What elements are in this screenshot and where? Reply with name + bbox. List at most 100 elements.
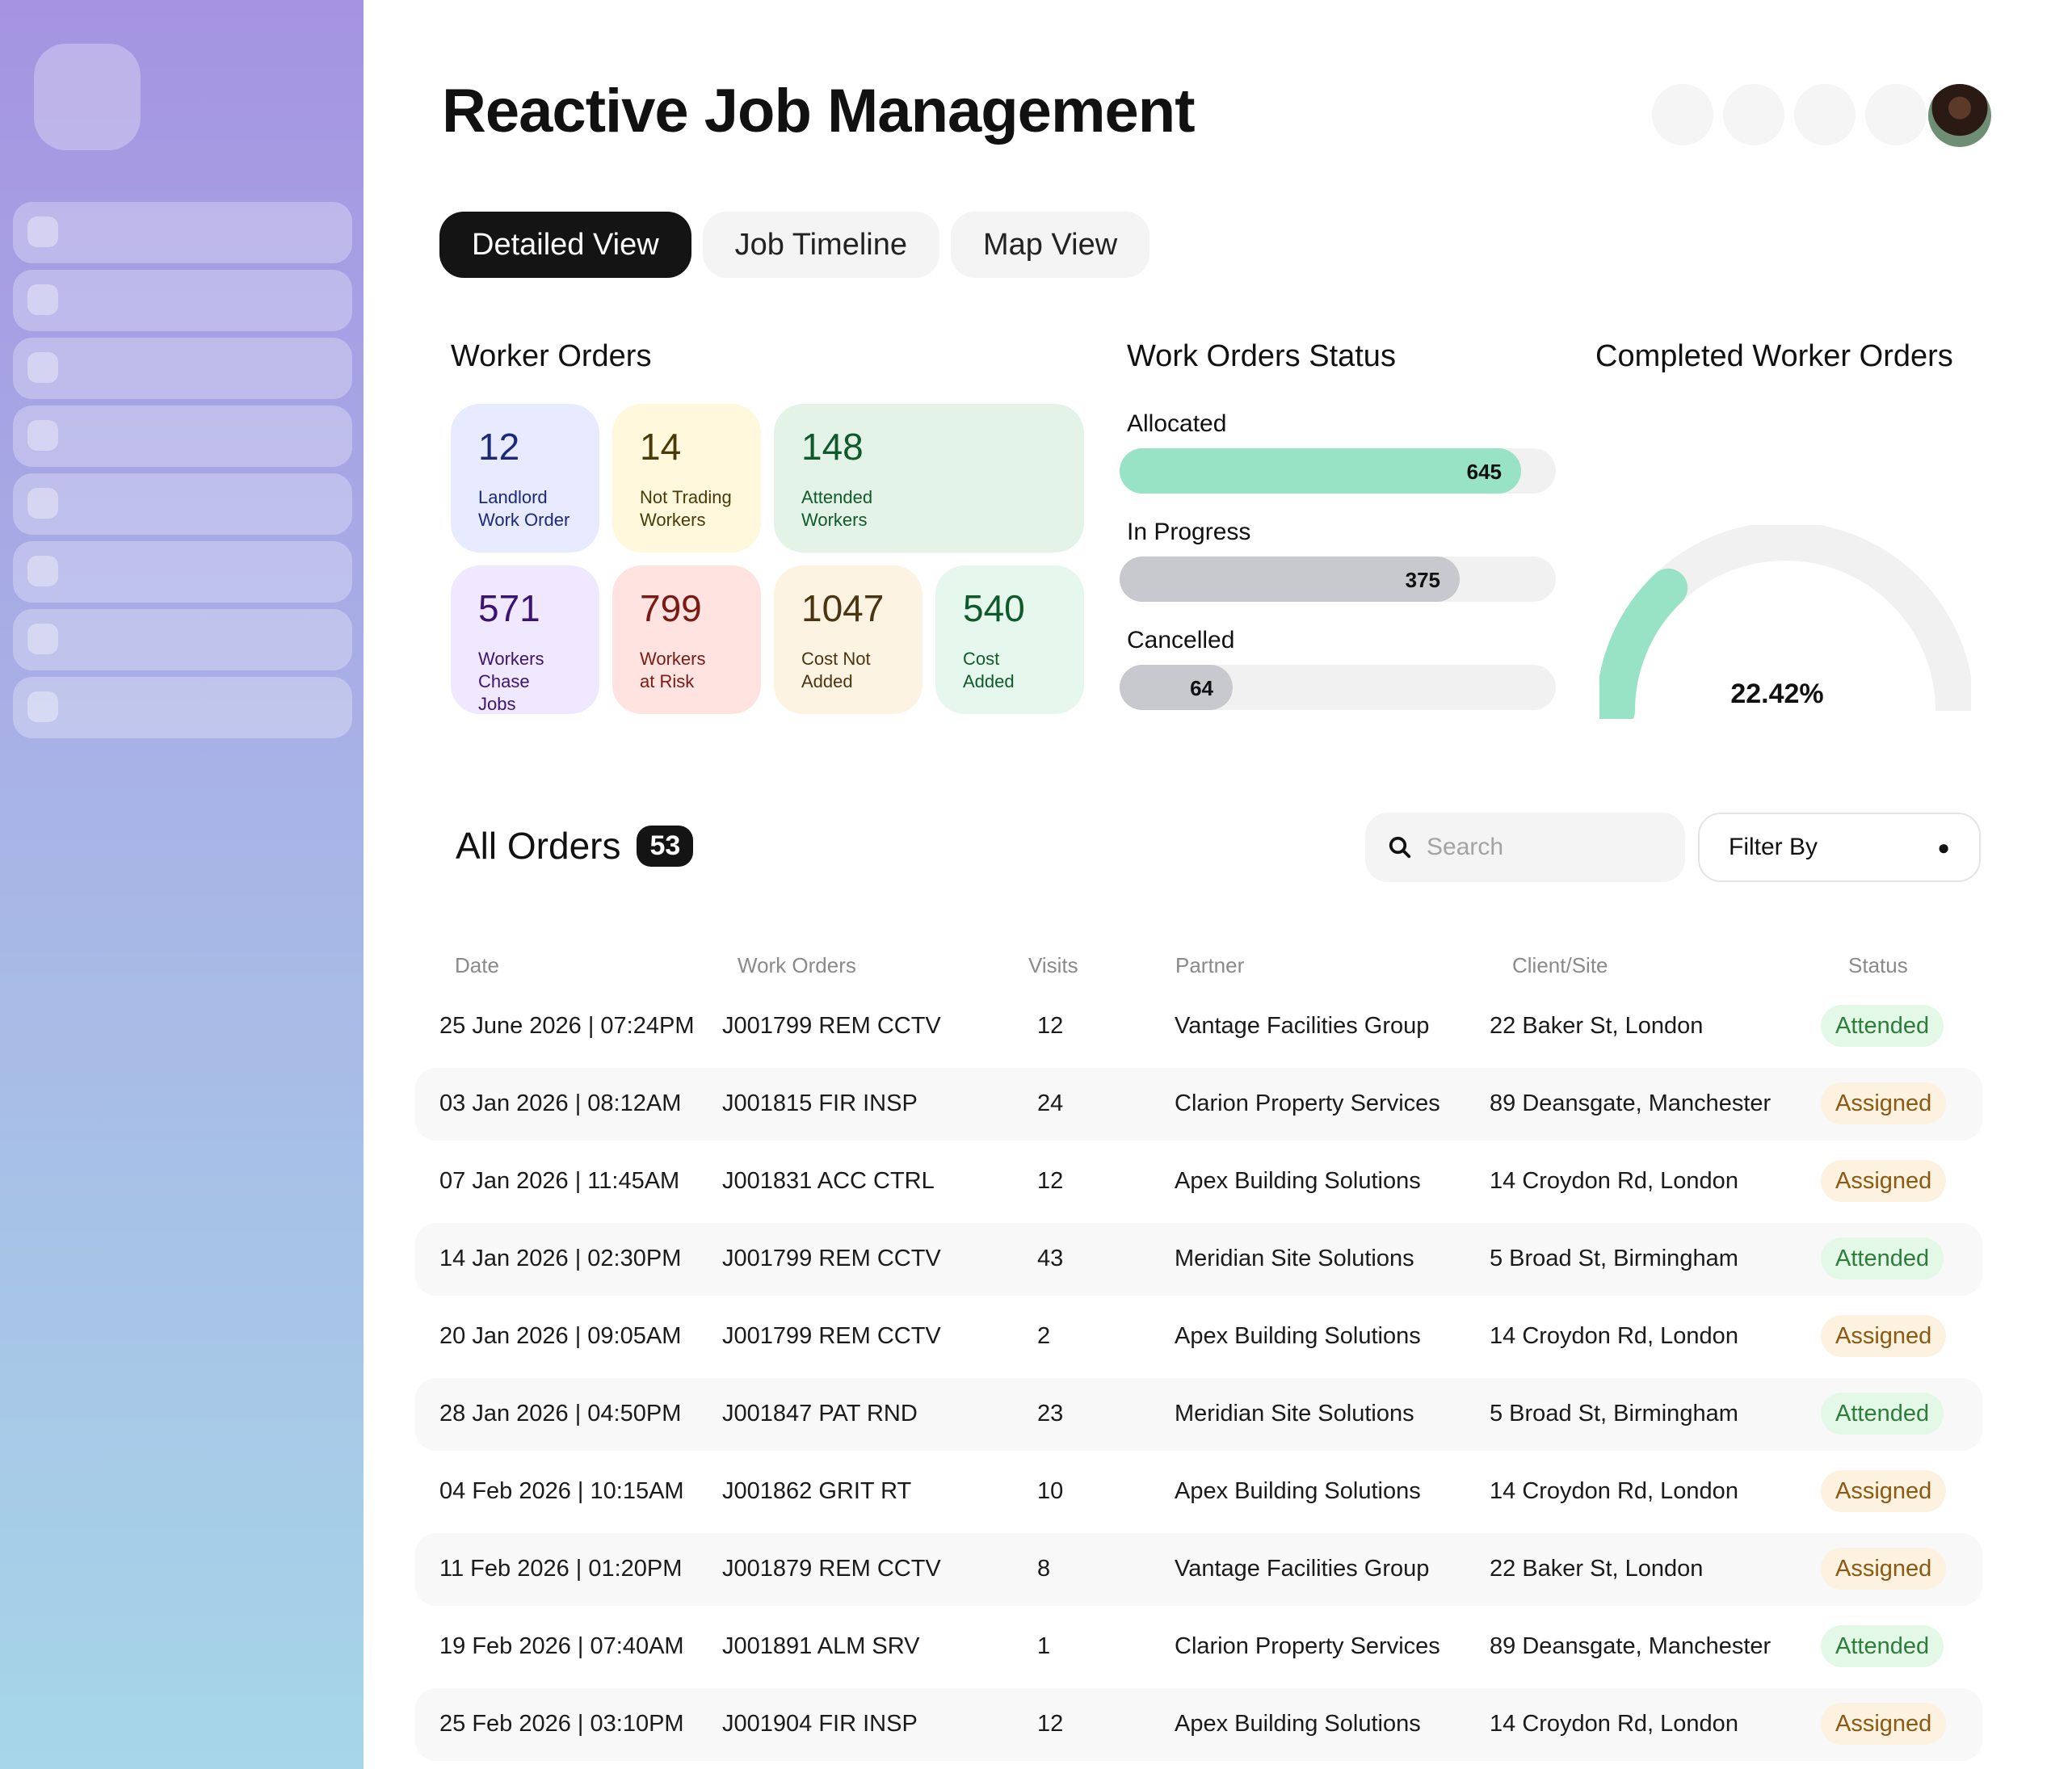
cell-client-site: 14 Croydon Rd, London	[1490, 1478, 1738, 1504]
sidebar-item-8[interactable]	[13, 677, 352, 738]
cell-date: 25 June 2026 | 07:24PM	[439, 1013, 695, 1039]
stat-label: Attended Workers	[801, 487, 873, 530]
cell-date: 20 Jan 2026 | 09:05AM	[439, 1323, 682, 1349]
cell-visits: 23	[1037, 1401, 1064, 1427]
status-badge: Assigned	[1821, 1082, 1947, 1124]
completion-gauge	[1599, 525, 1971, 719]
cell-client-site: 22 Baker St, London	[1490, 1013, 1704, 1039]
cell-date: 04 Feb 2026 | 10:15AM	[439, 1478, 684, 1504]
cell-visits: 8	[1037, 1556, 1051, 1582]
cell-partner: Clarion Property Services	[1175, 1090, 1440, 1116]
cell-client-site: 5 Broad St, Birmingham	[1490, 1246, 1738, 1271]
notification-icon[interactable]	[1652, 84, 1713, 145]
status-badge: Assigned	[1821, 1315, 1947, 1357]
stat-label: Cost Added	[963, 649, 1015, 691]
cell-date: 19 Feb 2026 | 07:40AM	[439, 1633, 684, 1659]
cell-visits: 12	[1037, 1013, 1064, 1039]
search-input[interactable]: Search	[1365, 813, 1685, 882]
stat-card-not-trading-workers[interactable]: 14 Not Trading Workers	[612, 404, 761, 553]
nav-icon	[27, 284, 58, 315]
table-row[interactable]: 20 Jan 2026 | 09:05AM J001799 REM CCTV 2 Ap…	[415, 1300, 1982, 1373]
stat-card-attended-workers[interactable]: 148 Attended Workers	[774, 404, 1084, 553]
stat-card-workers-chase-jobs[interactable]: 571 Workers Chase Jobs	[451, 565, 599, 714]
stat-value: 799	[640, 587, 702, 629]
cell-visits: 12	[1037, 1168, 1064, 1194]
stat-value: 540	[963, 587, 1025, 629]
avatar[interactable]	[1928, 84, 1991, 147]
nav-icon	[27, 488, 58, 519]
cell-date: 07 Jan 2026 | 11:45AM	[439, 1168, 680, 1194]
cell-partner: Apex Building Solutions	[1175, 1168, 1421, 1194]
tab-map-view[interactable]: Map View	[950, 212, 1150, 278]
filter-dropdown[interactable]: Filter By ●	[1698, 813, 1981, 882]
completion-percent: 22.42%	[1730, 679, 1824, 709]
table-row[interactable]: 19 Feb 2026 | 07:40AM J001891 ALM SRV 1 Cla…	[415, 1611, 1982, 1683]
cell-partner: Vantage Facilities Group	[1175, 1556, 1430, 1582]
column-header-partner[interactable]: Partner	[1175, 953, 1245, 977]
status-bar-track: 375	[1120, 557, 1556, 602]
cell-client-site: 89 Deansgate, Manchester	[1490, 1633, 1771, 1659]
status-bar-fill: 64	[1120, 665, 1233, 710]
table-row[interactable]: 14 Jan 2026 | 02:30PM J001799 REM CCTV 43 M…	[415, 1223, 1982, 1296]
stat-card-cost-not-added[interactable]: 1047 Cost Not Added	[774, 565, 923, 714]
cell-partner: Clarion Property Services	[1175, 1633, 1440, 1659]
sidebar-item-3[interactable]	[13, 338, 352, 399]
cell-date: 28 Jan 2026 | 04:50PM	[439, 1401, 682, 1427]
stat-card-landlord-work-order[interactable]: 12 Landlord Work Order	[451, 404, 599, 553]
cell-work-order: J001815 FIR INSP	[722, 1090, 918, 1116]
stat-card-cost-added[interactable]: 540 Cost Added	[935, 565, 1084, 714]
status-badge: Assigned	[1821, 1470, 1947, 1512]
cell-client-site: 14 Croydon Rd, London	[1490, 1168, 1738, 1194]
status-badge: Assigned	[1821, 1703, 1947, 1745]
status-badge: Attended	[1821, 1237, 1944, 1279]
cell-work-order: J001891 ALM SRV	[722, 1633, 920, 1659]
cell-work-order: J001799 REM CCTV	[722, 1323, 941, 1349]
settings-icon[interactable]	[1865, 84, 1927, 145]
work-orders-status-title: Work Orders Status	[1127, 339, 1396, 373]
cell-work-order: J001862 GRIT RT	[722, 1478, 912, 1504]
stat-label: Not Trading Workers	[640, 487, 732, 530]
status-badge: Assigned	[1821, 1160, 1947, 1202]
column-header-work-orders[interactable]: Work Orders	[738, 953, 856, 977]
stat-card-workers-at-risk[interactable]: 799 Workers at Risk	[612, 565, 761, 714]
table-row[interactable]: 04 Feb 2026 | 10:15AM J001862 GRIT RT 10 Ap…	[415, 1456, 1982, 1528]
view-tabs: Detailed View Job Timeline Map View	[439, 212, 1150, 278]
table-row[interactable]: 03 Jan 2026 | 08:12AM J001815 FIR INSP 24 C…	[415, 1068, 1982, 1141]
sidebar-item-5[interactable]	[13, 473, 352, 535]
table-row[interactable]: 11 Feb 2026 | 01:20PM J001879 REM CCTV 8 Va…	[415, 1533, 1982, 1606]
column-header-visits[interactable]: Visits	[1028, 953, 1078, 977]
sidebar-item-6[interactable]	[13, 541, 352, 603]
stat-value: 148	[801, 426, 864, 468]
all-orders-header: All Orders 53	[456, 824, 694, 868]
stat-value: 14	[640, 426, 682, 468]
cell-visits: 12	[1037, 1711, 1064, 1737]
column-header-date[interactable]: Date	[455, 953, 499, 977]
stat-value: 571	[478, 587, 540, 629]
table-row[interactable]: 28 Jan 2026 | 04:50PM J001847 PAT RND 23 Me…	[415, 1378, 1982, 1451]
sidebar-item-7[interactable]	[13, 609, 352, 670]
message-icon[interactable]	[1723, 84, 1784, 145]
table-row[interactable]: 25 June 2026 | 07:24PM J001799 REM CCTV 12…	[415, 990, 1982, 1063]
header-actions	[1652, 84, 1927, 145]
column-header-client-site[interactable]: Client/Site	[1512, 953, 1608, 977]
cell-work-order: J001799 REM CCTV	[722, 1246, 941, 1271]
stat-label: Landlord Work Order	[478, 487, 570, 530]
tab-detailed-view[interactable]: Detailed View	[439, 212, 691, 278]
status-bar-fill: 645	[1120, 448, 1521, 494]
app-logo[interactable]	[34, 44, 141, 150]
tab-job-timeline[interactable]: Job Timeline	[702, 212, 939, 278]
cell-partner: Vantage Facilities Group	[1175, 1013, 1430, 1039]
gauge-fill	[1599, 568, 1688, 719]
table-row[interactable]: 25 Feb 2026 | 03:10PM J001904 FIR INSP 12 A…	[415, 1688, 1982, 1761]
cell-work-order: J001799 REM CCTV	[722, 1013, 941, 1039]
nav-icon	[27, 556, 58, 586]
sidebar-item-4[interactable]	[13, 405, 352, 467]
sidebar-item-1[interactable]	[13, 202, 352, 263]
calendar-icon[interactable]	[1794, 84, 1856, 145]
column-header-status[interactable]: Status	[1848, 953, 1908, 977]
sidebar-item-2[interactable]	[13, 270, 352, 331]
table-row[interactable]: 07 Jan 2026 | 11:45AM J001831 ACC CTRL 12 A…	[415, 1145, 1982, 1218]
nav-icon	[27, 624, 58, 654]
cell-work-order: J001879 REM CCTV	[722, 1556, 941, 1582]
cell-visits: 24	[1037, 1090, 1064, 1116]
